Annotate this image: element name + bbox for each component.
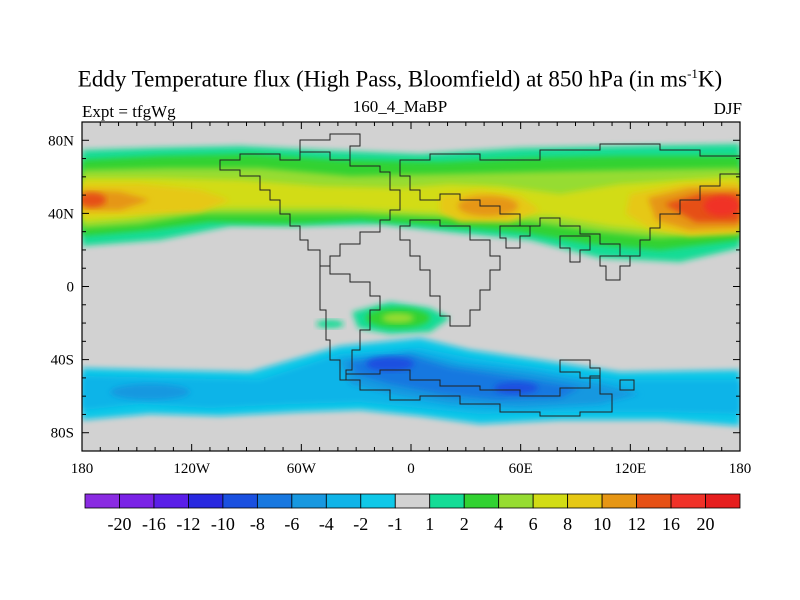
sh-band-peak2 [494,382,538,394]
colorbar-label: 8 [563,514,572,534]
nz-outline [619,379,635,391]
nh-band-yellow [82,176,740,232]
colorbar [84,493,741,509]
lon-label: 120W [173,461,211,477]
colorbar-swatch [256,493,293,509]
lon-label: 180 [729,461,752,477]
lat-label: 40N [48,206,74,222]
eurasia-outline [399,143,740,257]
colorbar-label: -1 [388,514,403,534]
lat-label: 40S [51,353,74,369]
colorbar-label: -6 [284,514,299,534]
lon-label: 60E [509,461,533,477]
colorbar-label: 16 [662,514,680,534]
colorbar-swatch [153,493,189,509]
lon-label: 180 [71,461,94,477]
colorbar-label: 20 [697,514,715,534]
lat-label: 80S [51,426,74,442]
lon-label: 60W [287,461,317,477]
latitude-labels: 80N 40N 0 40S 80S [48,133,74,441]
colorbar-swatch [429,493,465,509]
antarctic-coast-outline [345,369,613,417]
australia-outline [559,359,601,379]
south-america-outline [319,265,381,381]
colorbar-label: -16 [142,514,166,534]
africa-outline [399,219,501,327]
colorbar-label: -20 [107,514,131,534]
colorbar-swatch [567,493,603,509]
arabia-outline [499,225,531,249]
continent-outlines [219,133,740,417]
colorbar-swatch [84,493,120,509]
experiment-label: Expt = tfgWg [82,102,176,121]
lat-label: 0 [67,280,75,296]
nh-pacific-max [82,193,106,207]
sh-band-peak [366,357,414,371]
lat-label: 80N [48,133,74,149]
colorbar-label: -8 [250,514,265,534]
colorbar-swatch [498,493,534,509]
longitude-labels: 180 120W 60W 0 60E 120E 180 [71,461,752,477]
colorbar-label: 1 [425,514,434,534]
subtitle-label: 160_4_MaBP [352,97,448,116]
plot-title: Eddy Temperature flux (High Pass, Bloomf… [77,66,723,92]
colorbar-label: -4 [319,514,334,534]
greenland-outline [299,133,361,161]
axis-ticks [81,121,741,452]
season-label: DJF [713,99,742,118]
colorbar-label: -2 [353,514,368,534]
colorbar-label: 2 [460,514,469,534]
colorbar-swatch [360,493,396,509]
nh-asia-peak [704,196,740,216]
sh-atlantic-lime [382,313,414,323]
flux-field [82,144,740,426]
colorbar-label: 12 [628,514,646,534]
colorbar-swatch [325,493,362,509]
colorbar-labels: -20 -16 -12 -10 -8 -6 -4 -2 -1 1 2 4 6 8 10 12 16 20 [107,514,714,534]
colorbar-swatch [705,493,741,509]
colorbar-label: -12 [176,514,200,534]
sh-pacific-blue [110,384,190,400]
colorbar-swatch [119,493,155,509]
colorbar-swatch [463,493,500,509]
colorbar-swatch [291,493,327,509]
colorbar-label: -10 [211,514,235,534]
colorbar-label: 4 [494,514,503,534]
colorbar-swatch [670,493,706,509]
colorbar-swatch [532,493,569,509]
lon-label: 120E [614,461,646,477]
colorbar-swatch [636,493,672,509]
sh-small-patch [316,320,344,328]
lon-label: 0 [407,461,415,477]
colorbar-swatch [188,493,224,509]
colorbar-label: 6 [529,514,538,534]
colorbar-swatch [222,493,258,509]
se-asia-outline [599,255,631,281]
india-outline [559,235,591,263]
colorbar-swatch [394,493,431,509]
colorbar-label: 10 [593,514,611,534]
colorbar-swatch [601,493,637,509]
